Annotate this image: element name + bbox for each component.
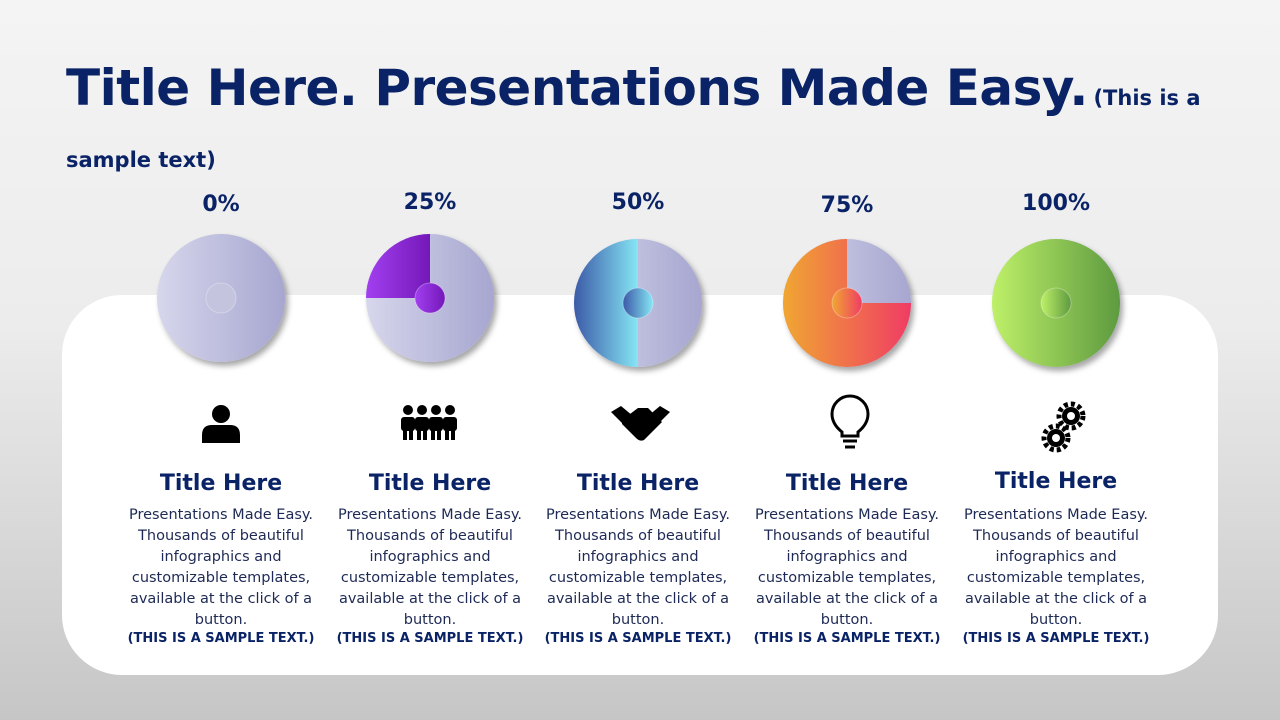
- item-body: Presentations Made Easy. Thousands of be…: [545, 507, 731, 628]
- percent-label: 75%: [820, 193, 874, 218]
- icon-team: [401, 405, 457, 440]
- icon-person: [202, 405, 240, 443]
- item-note: (THIS IS A SAMPLE TEXT.): [336, 631, 524, 646]
- item-note: (THIS IS A SAMPLE TEXT.): [127, 631, 315, 646]
- item-body: Presentations Made Easy. Thousands of be…: [128, 507, 314, 628]
- center-dot: [205, 282, 237, 314]
- item-title: Title Here: [368, 471, 492, 496]
- pie-wedge: [574, 239, 638, 367]
- title: Title Here. Presentations Made Easy.: [66, 59, 1088, 117]
- center-dot: [1040, 287, 1072, 319]
- header: Title Here. Presentations Made Easy. (Th…: [66, 58, 1216, 192]
- percent-label: 100%: [1022, 191, 1090, 216]
- item-title: Title Here: [994, 469, 1118, 494]
- center-dot: [622, 287, 654, 319]
- item-note: (THIS IS A SAMPLE TEXT.): [544, 631, 732, 646]
- icon-bulb: [830, 394, 870, 449]
- center-dot: [831, 287, 863, 319]
- item-body: Presentations Made Easy. Thousands of be…: [754, 507, 940, 628]
- percent-label: 0%: [202, 192, 240, 217]
- item-title: Title Here: [159, 471, 283, 496]
- item-title: Title Here: [785, 471, 909, 496]
- pie-wedge: [366, 234, 430, 298]
- item-note: (THIS IS A SAMPLE TEXT.): [962, 631, 1150, 646]
- icon-gears: [1041, 401, 1086, 453]
- icon-handshake: [611, 406, 670, 441]
- item-body: Presentations Made Easy. Thousands of be…: [337, 507, 523, 628]
- percent-label: 25%: [403, 190, 457, 215]
- center-dot: [414, 282, 446, 314]
- item-title: Title Here: [576, 471, 700, 496]
- item-body: Presentations Made Easy. Thousands of be…: [963, 507, 1149, 628]
- percent-label: 50%: [611, 190, 665, 215]
- subtitle: (This is a sample text): [66, 86, 1201, 172]
- item-note: (THIS IS A SAMPLE TEXT.): [753, 631, 941, 646]
